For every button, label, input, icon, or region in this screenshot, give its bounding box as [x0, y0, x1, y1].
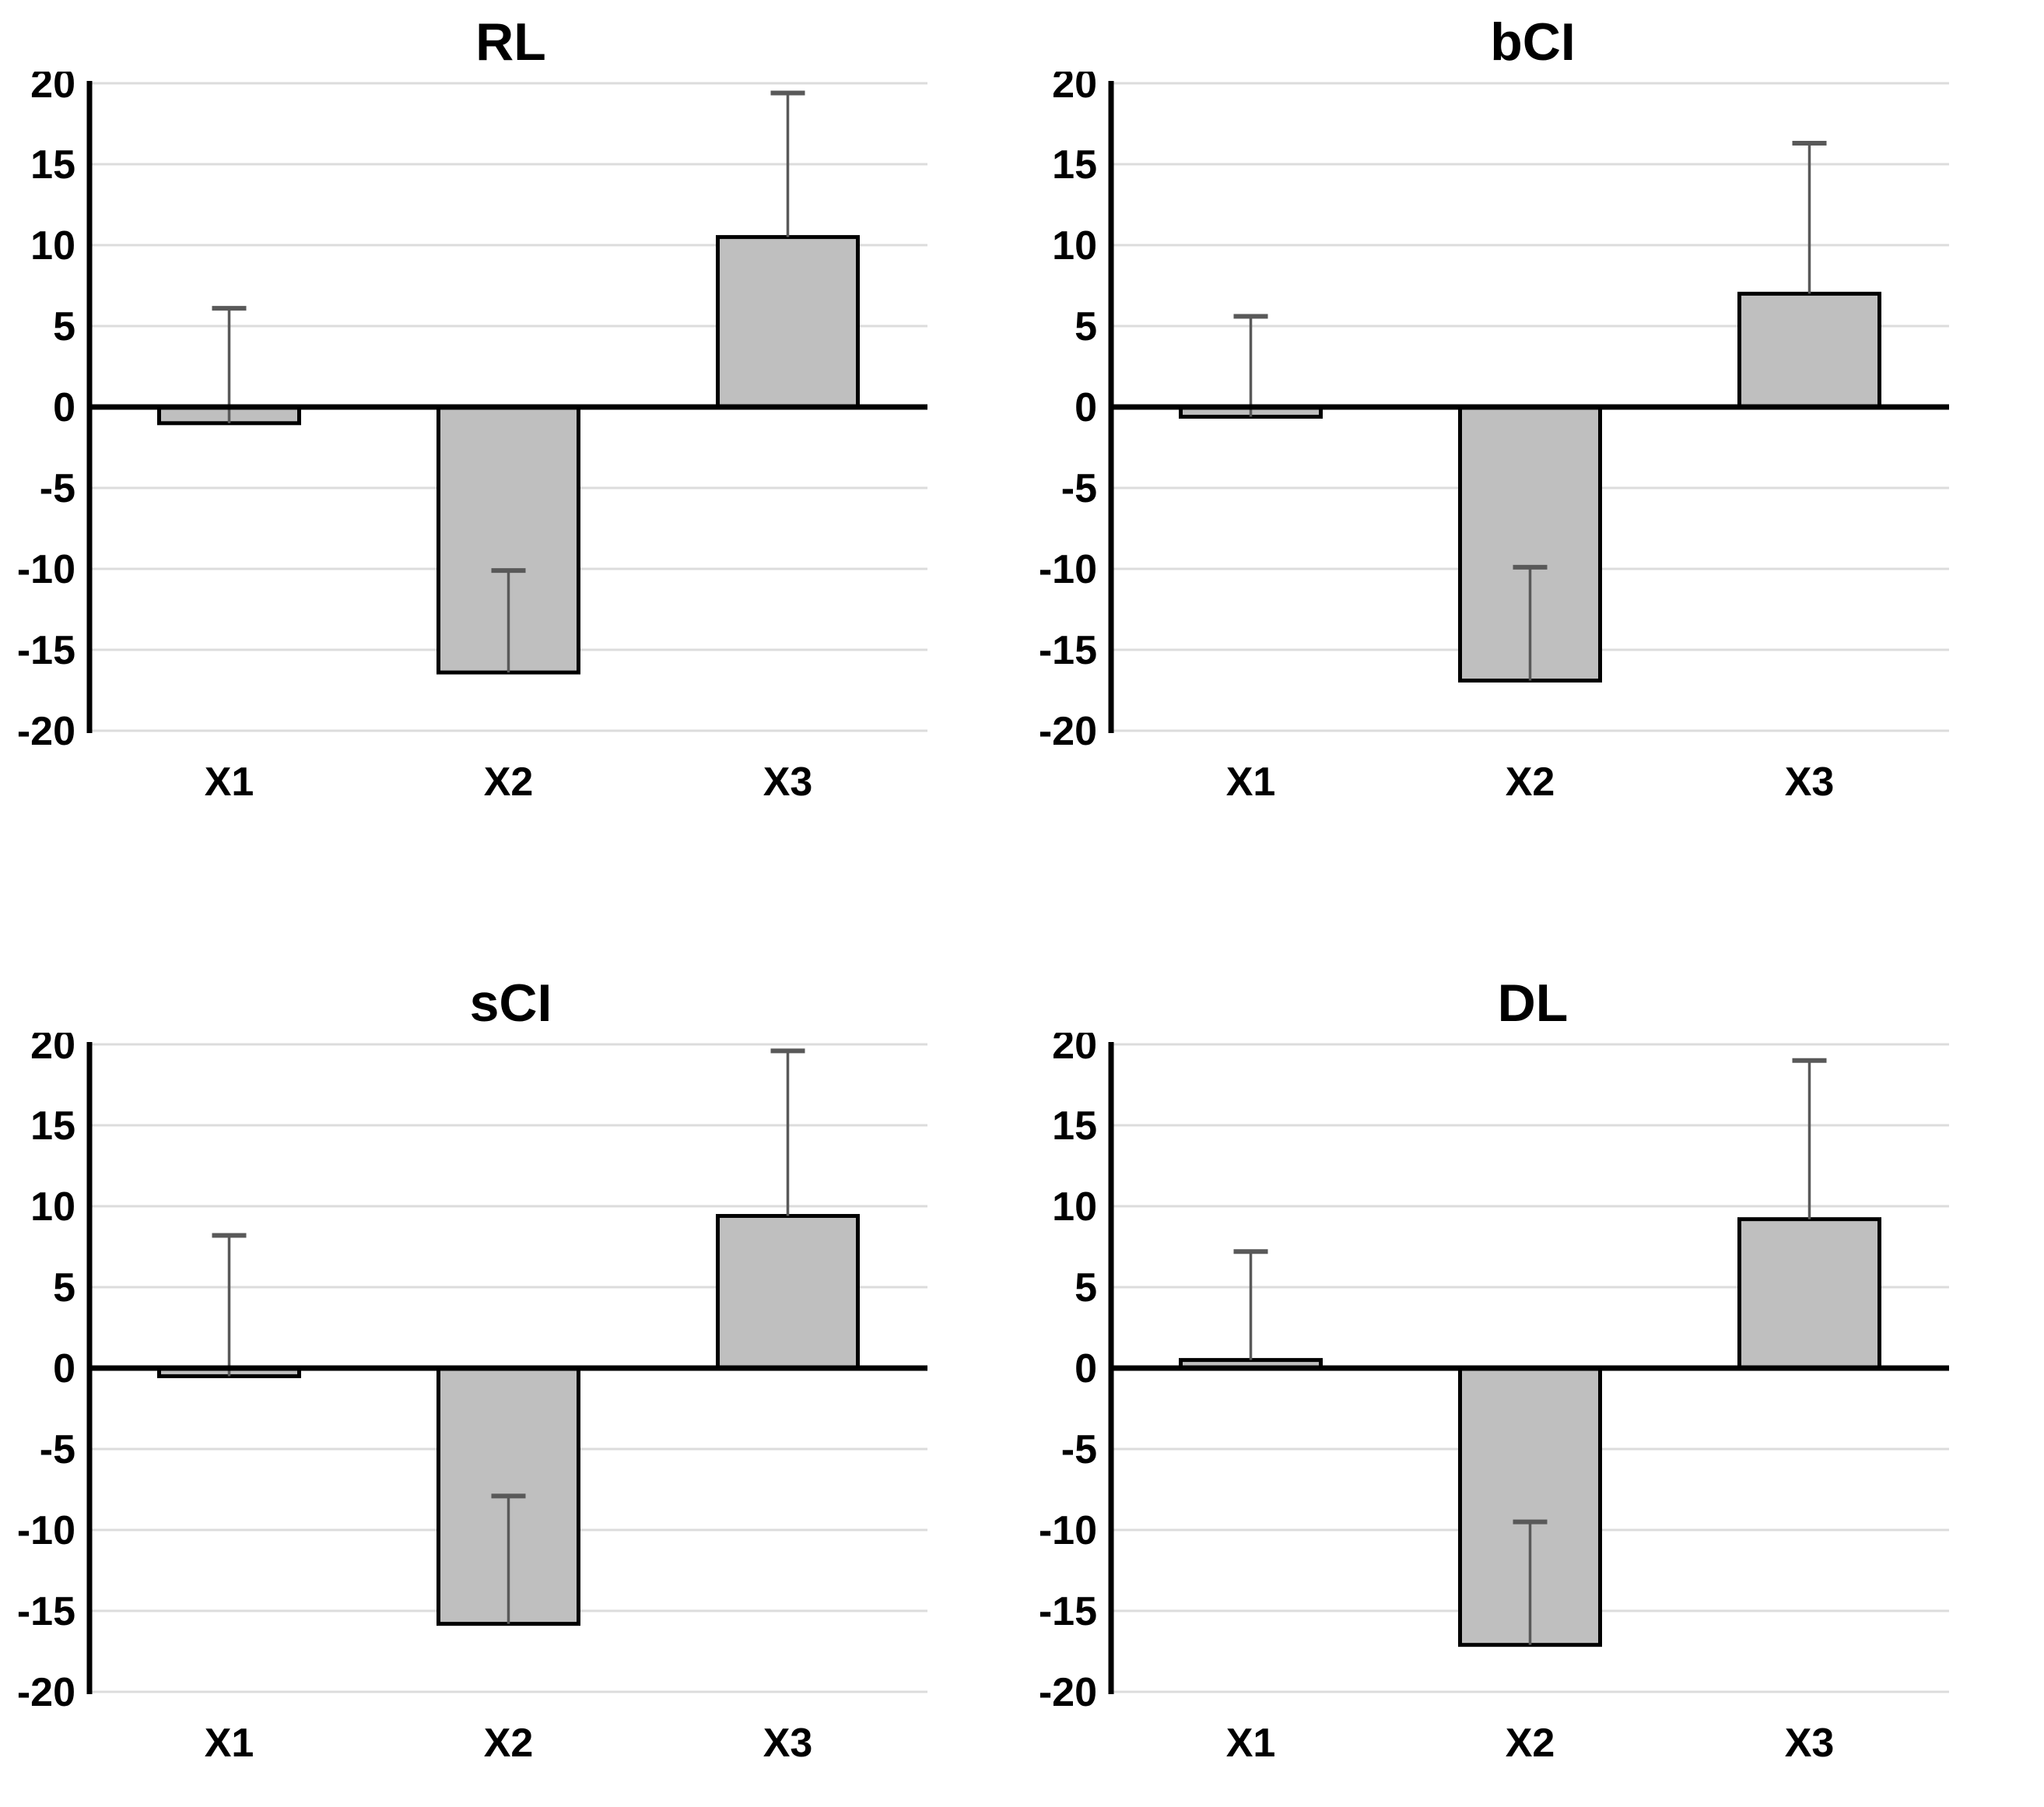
bar-x3 [1737, 291, 1881, 409]
bar-chart-bci: 20 15 10 5 0 -5 -10 -15 -20 X1 X2 X3 [1039, 72, 1949, 805]
x-category-label: X1 [205, 760, 254, 805]
x-category-label: X2 [484, 1721, 534, 1766]
y-tick-label: -20 [17, 1670, 75, 1715]
x-category-label: X3 [1785, 760, 1835, 805]
x-category-label: X1 [1226, 760, 1276, 805]
y-tick-label: -15 [17, 628, 75, 673]
y-tick-label: 10 [30, 1184, 75, 1230]
y-tick-label: -15 [1039, 1589, 1097, 1634]
y-tick-label: 0 [53, 1346, 75, 1391]
chart-title-rl: RL [475, 12, 546, 72]
y-tick-label: 10 [30, 223, 75, 268]
x-category-label: X1 [205, 1721, 254, 1766]
y-tick-label: -15 [17, 1589, 75, 1634]
y-tick-label: 15 [1052, 1103, 1097, 1149]
y-tick-label: -15 [1039, 628, 1097, 673]
x-category-label: X3 [1785, 1721, 1835, 1766]
y-tick-label: 15 [1052, 142, 1097, 188]
bar-chart-rl: 20 15 10 5 0 -5 -10 -15 -20 X1 X2 X3 [17, 72, 927, 805]
bar-chart-dl: 20 15 10 5 0 -5 -10 -15 -20 X1 X2 X3 [1039, 1033, 1949, 1766]
y-tick-label: 0 [1075, 385, 1097, 430]
y-tick-label: 5 [1075, 1265, 1097, 1311]
chart-panel-sci: sCI 20 15 10 5 0 -5 -10 -15 -20 X1 X2 X3 [0, 904, 1022, 1807]
y-tick-label: -10 [1039, 547, 1097, 592]
y-tick-label: -10 [1039, 1508, 1097, 1553]
y-tick-label: 10 [1052, 1184, 1097, 1230]
x-category-label: X1 [1226, 1721, 1276, 1766]
x-category-label: X2 [1506, 760, 1555, 805]
y-tick-label: 0 [1075, 1346, 1097, 1391]
chart-panel-bci: bCI 20 15 10 5 0 -5 -10 -15 -20 X1 X2 X3 [1022, 0, 2044, 904]
y-tick-label: -5 [1061, 466, 1097, 511]
x-category-label: X3 [763, 760, 813, 805]
y-tick-label: -20 [17, 709, 75, 754]
y-tick-label: -5 [1061, 1427, 1097, 1472]
y-tick-label: 20 [30, 1033, 75, 1068]
y-tick-label: 5 [1075, 304, 1097, 349]
bar-x3 [716, 1213, 860, 1370]
y-tick-label: -20 [1039, 1670, 1097, 1715]
y-tick-label: 10 [1052, 223, 1097, 268]
chart-panel-rl: RL 20 15 10 5 0 -5 -10 -15 -20 X1 X2 X3 [0, 0, 1022, 904]
x-category-label: X3 [763, 1721, 813, 1766]
y-tick-label: -20 [1039, 709, 1097, 754]
bar-chart-sci: 20 15 10 5 0 -5 -10 -15 -20 X1 X2 X3 [17, 1033, 927, 1766]
bar-x3 [1737, 1217, 1881, 1370]
y-tick-label: 20 [30, 72, 75, 107]
bar-x3 [716, 235, 860, 409]
chart-title-sci: sCI [469, 974, 552, 1033]
chart-panel-dl: DL 20 15 10 5 0 -5 -10 -15 -20 X1 X2 X3 [1022, 904, 2044, 1807]
y-tick-label: 5 [53, 1265, 75, 1311]
y-tick-label: 0 [53, 385, 75, 430]
chart-title-bci: bCI [1490, 12, 1576, 72]
y-tick-label: -5 [40, 1427, 75, 1472]
y-tick-label: -5 [40, 466, 75, 511]
x-category-label: X2 [1506, 1721, 1555, 1766]
y-tick-label: 20 [1052, 72, 1097, 107]
y-tick-label: 5 [53, 304, 75, 349]
y-tick-label: 15 [30, 1103, 75, 1149]
y-tick-label: 20 [1052, 1033, 1097, 1068]
y-tick-label: 15 [30, 142, 75, 188]
x-category-label: X2 [484, 760, 534, 805]
y-tick-label: -10 [17, 1508, 75, 1553]
y-tick-label: -10 [17, 547, 75, 592]
chart-title-dl: DL [1497, 974, 1569, 1033]
